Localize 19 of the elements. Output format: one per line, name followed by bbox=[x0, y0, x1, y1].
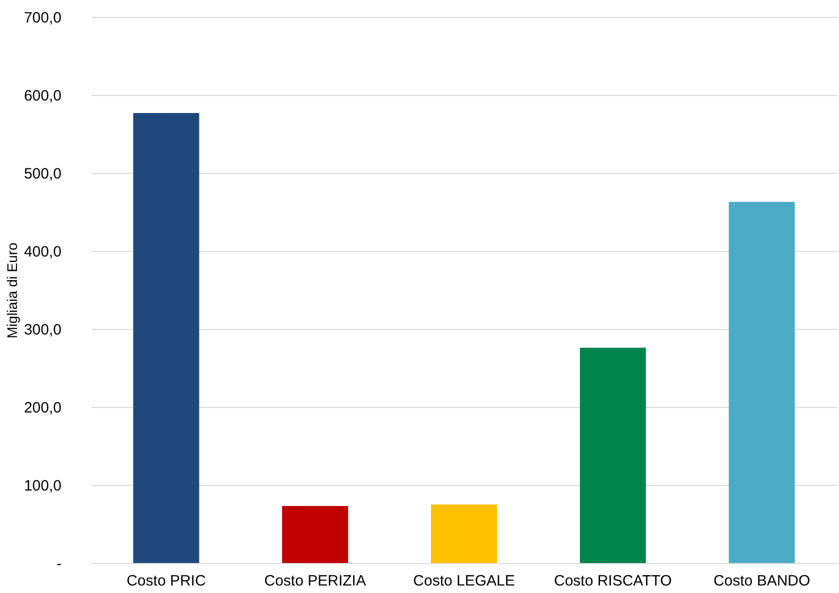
bar bbox=[580, 348, 646, 563]
x-tick-label: Costo PRIC bbox=[126, 572, 206, 590]
y-tick-label: - bbox=[56, 556, 62, 572]
bar bbox=[282, 506, 348, 563]
bar bbox=[133, 112, 200, 563]
y-tick-label: 300,0 bbox=[24, 322, 62, 338]
x-tick-label: Costo BANDO bbox=[713, 572, 810, 590]
x-tick-label: Costo PERIZIA bbox=[264, 572, 366, 590]
x-tick-label: Costo LEGALE bbox=[413, 572, 515, 590]
bar bbox=[728, 202, 795, 563]
x-tick-label: Costo RISCATTO bbox=[554, 572, 672, 590]
y-tick-label: 700,0 bbox=[24, 10, 62, 26]
y-axis-title: Migliaia di Euro bbox=[4, 242, 20, 338]
y-tick-label: 100,0 bbox=[24, 478, 62, 494]
y-tick-label: 400,0 bbox=[24, 244, 62, 260]
y-tick-label: 500,0 bbox=[24, 166, 62, 182]
bar bbox=[431, 504, 497, 563]
y-tick-label: 200,0 bbox=[24, 400, 62, 416]
y-tick-label: 600,0 bbox=[24, 88, 62, 104]
